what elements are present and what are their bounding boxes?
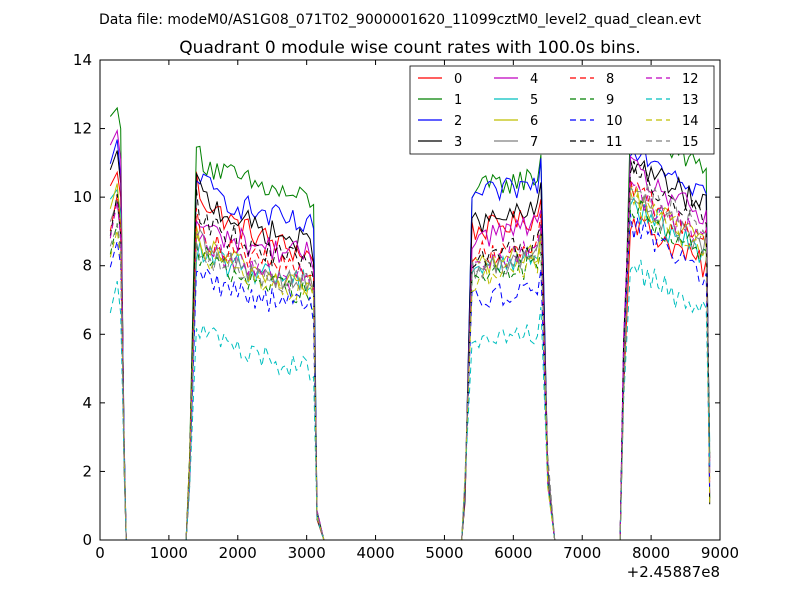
x-tick-label: 1000 bbox=[150, 544, 188, 562]
legend-label-13: 13 bbox=[682, 93, 699, 108]
legend-label-8: 8 bbox=[606, 72, 614, 87]
series-line-4 bbox=[109, 128, 711, 540]
x-axis-offset-label: +2.45887e8 bbox=[627, 563, 720, 581]
x-tick-label: 0 bbox=[95, 544, 105, 562]
legend-label-3: 3 bbox=[454, 135, 462, 150]
legend-label-10: 10 bbox=[606, 114, 623, 129]
series-line-12 bbox=[109, 178, 711, 540]
y-tick-label: 0 bbox=[82, 531, 92, 549]
legend-label-11: 11 bbox=[606, 135, 623, 150]
series-line-13 bbox=[109, 259, 711, 540]
x-tick-label: 8000 bbox=[632, 544, 670, 562]
legend-label-2: 2 bbox=[454, 114, 462, 129]
x-tick-label: 7000 bbox=[563, 544, 601, 562]
series-line-15 bbox=[109, 183, 711, 540]
y-tick-label: 4 bbox=[82, 394, 92, 412]
legend-label-1: 1 bbox=[454, 93, 462, 108]
x-axis: 0 1000 2000 3000 4000 5000 6000 7000 8000 9000 bbox=[95, 60, 739, 562]
series-line-2 bbox=[109, 139, 711, 540]
x-tick-label: 4000 bbox=[356, 544, 394, 562]
legend-label-0: 0 bbox=[454, 72, 462, 87]
x-tick-label: 5000 bbox=[425, 544, 463, 562]
legend-box bbox=[409, 65, 715, 155]
y-tick-label: 10 bbox=[73, 188, 92, 206]
series-line-14 bbox=[109, 191, 711, 540]
x-tick-label: 9000 bbox=[701, 544, 739, 562]
x-tick-label: 3000 bbox=[288, 544, 326, 562]
legend-label-9: 9 bbox=[606, 93, 614, 108]
y-tick-label: 8 bbox=[82, 257, 92, 275]
legend-label-7: 7 bbox=[530, 135, 538, 150]
x-tick-label: 6000 bbox=[494, 544, 532, 562]
plot-frame bbox=[99, 59, 721, 541]
legend-label-6: 6 bbox=[530, 114, 538, 129]
legend-label-15: 15 bbox=[682, 135, 699, 150]
figure-suptitle: Data file: modeM0/AS1G08_071T02_90000016… bbox=[99, 12, 701, 28]
x-tick-label: 2000 bbox=[219, 544, 257, 562]
legend-label-14: 14 bbox=[682, 114, 699, 129]
series-layer bbox=[109, 106, 711, 540]
series-line-8 bbox=[109, 178, 711, 540]
legend-label-12: 12 bbox=[682, 72, 699, 87]
y-tick-label: 12 bbox=[73, 120, 92, 138]
legend-label-5: 5 bbox=[530, 93, 538, 108]
legend-label-4: 4 bbox=[530, 72, 538, 87]
series-line-3 bbox=[109, 150, 711, 540]
y-tick-label: 6 bbox=[82, 325, 92, 343]
y-tick-label: 2 bbox=[82, 462, 92, 480]
y-tick-label: 14 bbox=[73, 51, 92, 69]
series-line-0 bbox=[109, 170, 711, 540]
chart-title: Quadrant 0 module wise count rates with … bbox=[179, 38, 640, 58]
series-line-11 bbox=[109, 160, 711, 540]
